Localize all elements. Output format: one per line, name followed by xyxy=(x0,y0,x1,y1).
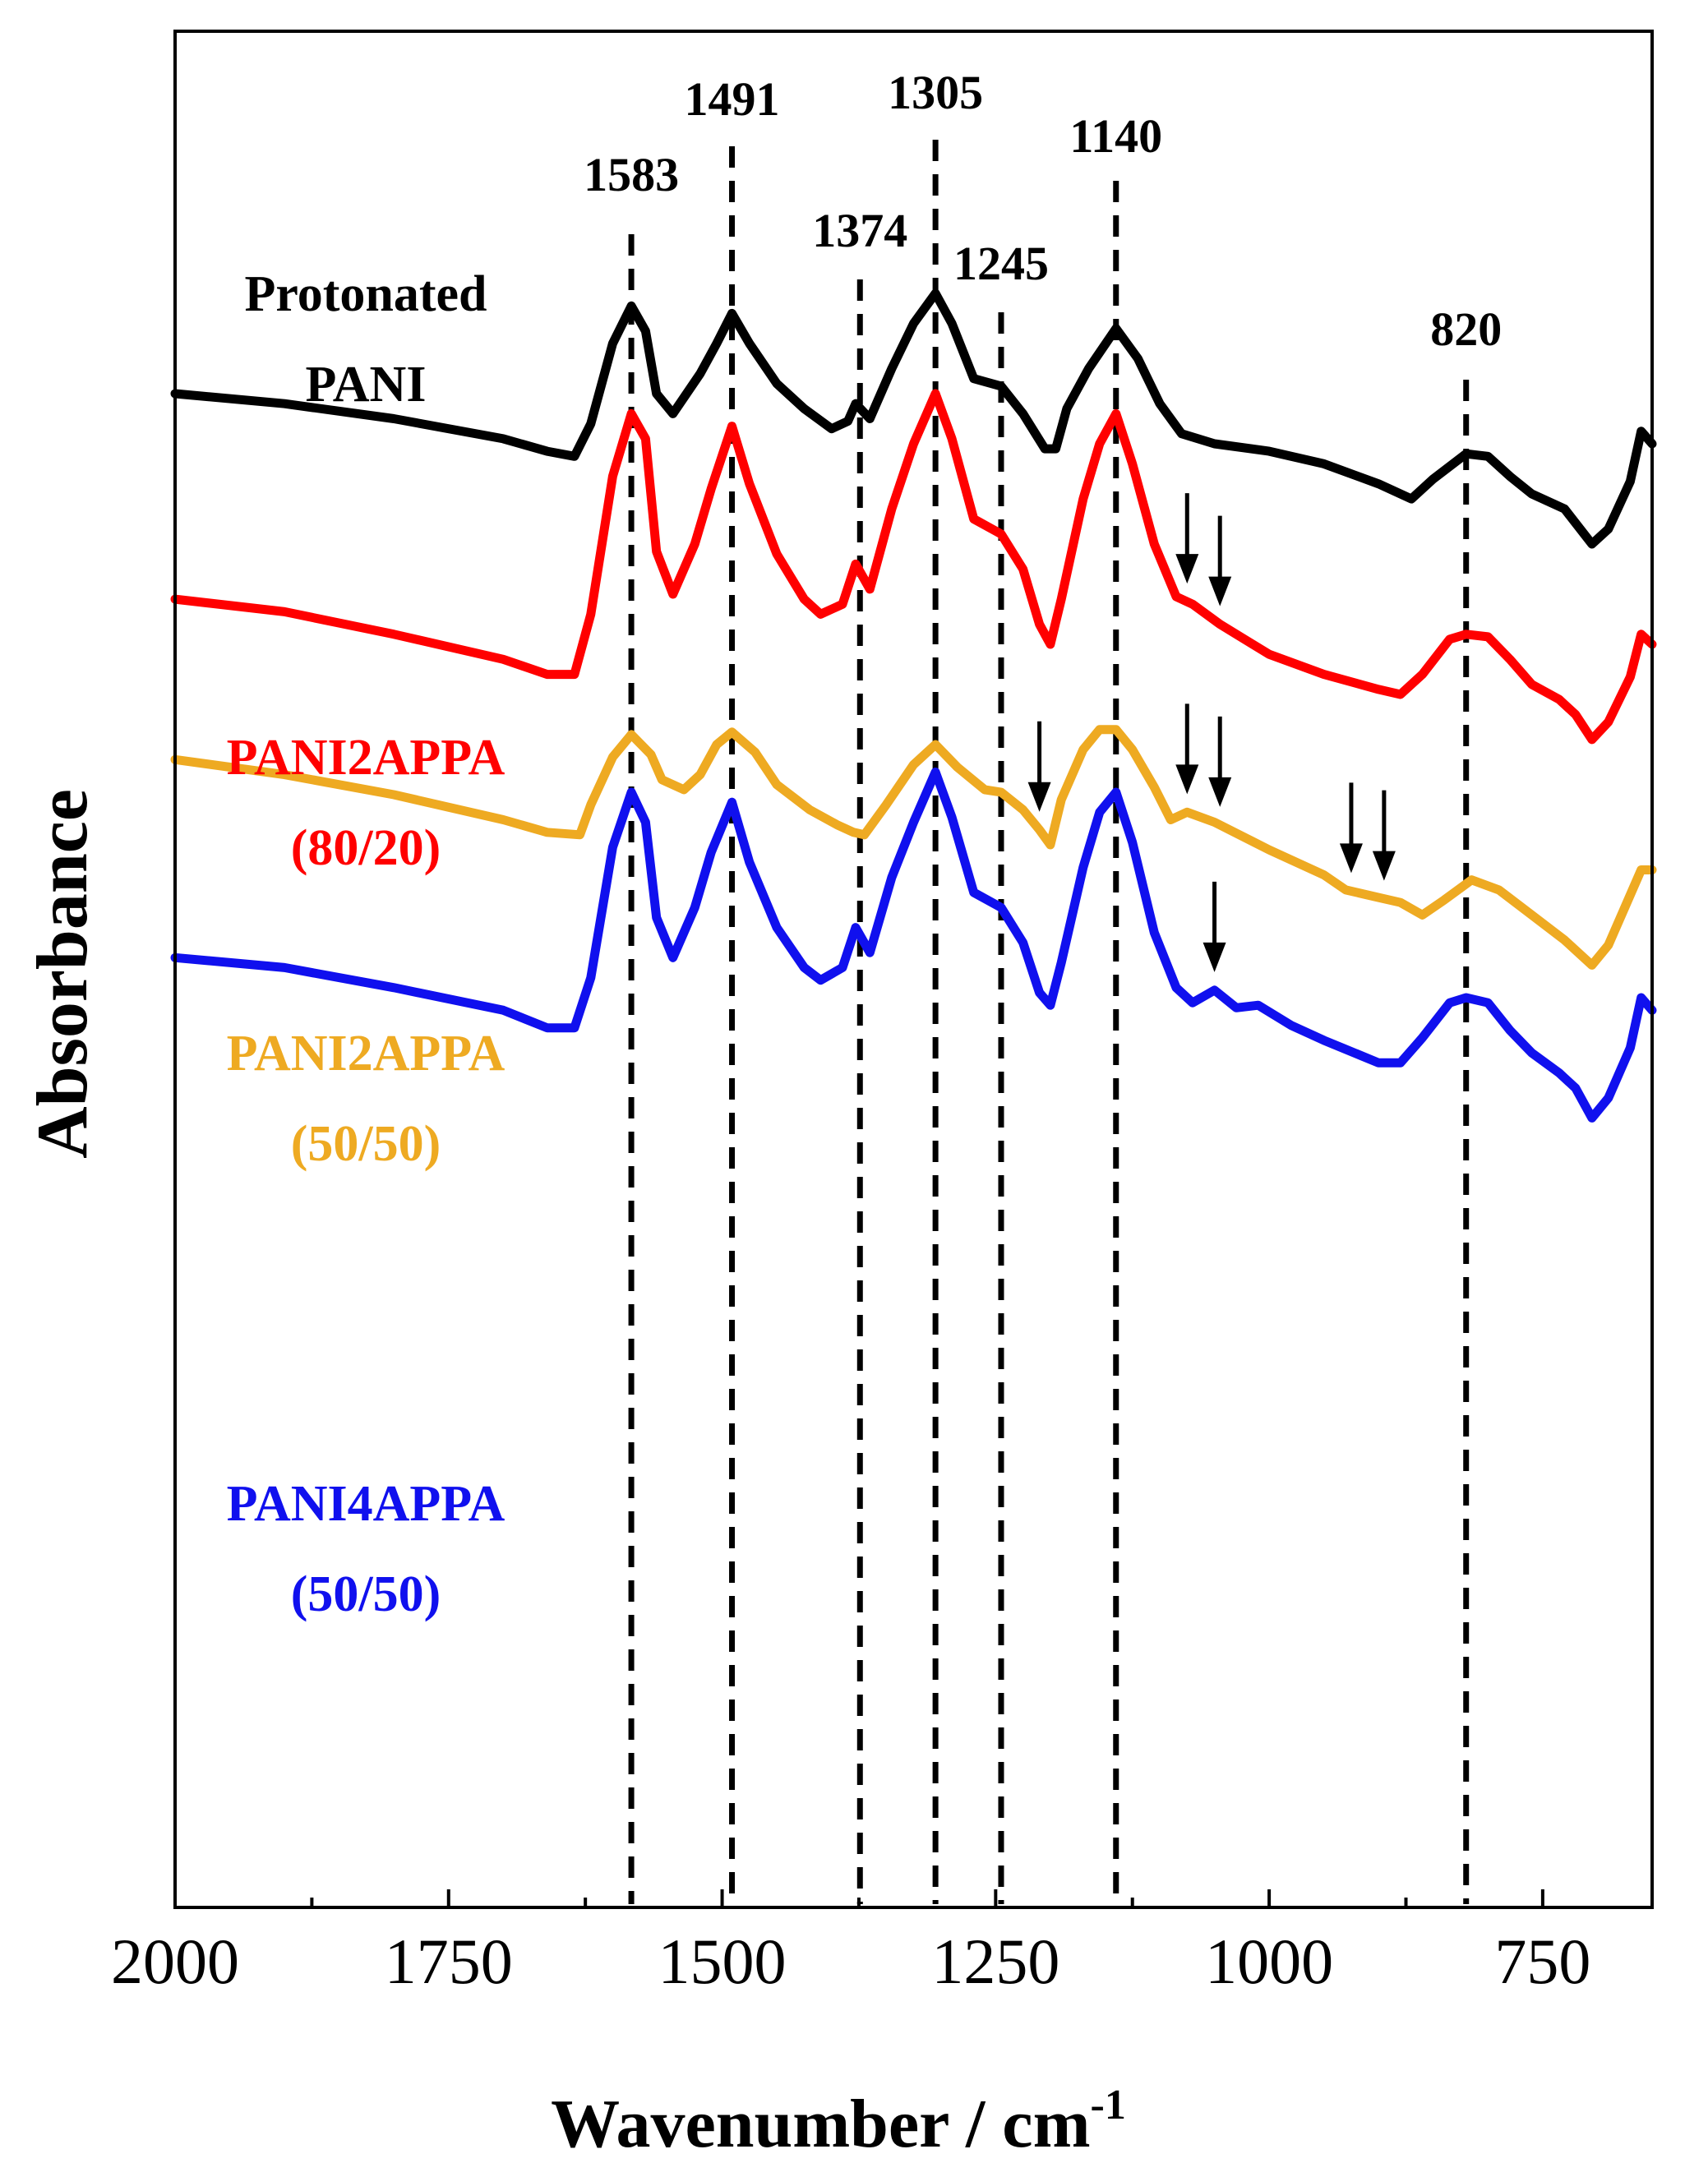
peak-arrow-head xyxy=(1208,777,1232,807)
ref-line-label-1305: 1305 xyxy=(888,66,983,119)
series-line-1 xyxy=(170,288,1657,549)
peak-arrow-head xyxy=(1339,843,1363,874)
peak-arrow-head xyxy=(1372,851,1396,881)
series-label-1-line-1: Protonated xyxy=(244,266,487,322)
series-label-4-line-2: (50/50) xyxy=(291,1566,441,1622)
plot-frame xyxy=(173,30,1654,1909)
y-axis-label: Absorbance xyxy=(23,789,103,1159)
peak-arrow-head xyxy=(1027,782,1051,812)
series-layer xyxy=(170,288,1657,1123)
peak-arrow-head xyxy=(1208,576,1232,606)
peak-arrow-head xyxy=(1175,554,1199,584)
series-label-2-line-1: PANI2APPA xyxy=(227,730,505,786)
ref-line-label-820: 820 xyxy=(1430,302,1502,356)
series-line-4 xyxy=(170,768,1657,1123)
x-tick-label-1250: 1250 xyxy=(931,1925,1059,1997)
x-tick-label-1750: 1750 xyxy=(385,1925,513,1997)
ref-line-label-1140: 1140 xyxy=(1069,109,1162,163)
x-tick-label-1000: 1000 xyxy=(1205,1925,1333,1997)
peak-arrow-head xyxy=(1203,942,1226,972)
x-axis-label-text: Wavenumber / cm xyxy=(551,2086,1090,2162)
x-tick-label-1500: 1500 xyxy=(658,1925,787,1997)
series-label-3-line-2: (50/50) xyxy=(291,1116,441,1172)
series-labels: Protonated PANI PANI2APPA (80/20) PANI2APPA (… xyxy=(227,266,505,1622)
series-label-4-line-1: PANI4APPA xyxy=(227,1476,505,1532)
ref-line-label-1583: 1583 xyxy=(584,148,679,201)
series-label-2-line-2: (80/20) xyxy=(291,820,441,876)
x-tick-label-2000: 2000 xyxy=(111,1925,239,1997)
x-axis-ticks: 2000 1750 1500 1250 1000 750 xyxy=(111,1889,1590,1997)
series-line-2 xyxy=(170,389,1657,745)
x-tick-label-750: 750 xyxy=(1494,1925,1590,1997)
series-label-3-line-1: PANI2APPA xyxy=(227,1026,505,1082)
peak-arrows xyxy=(1027,493,1396,972)
x-axis-label-superscript: -1 xyxy=(1091,2082,1126,2128)
ref-line-label-1491: 1491 xyxy=(685,72,780,126)
series-label-1-line-2: PANI xyxy=(306,357,427,413)
ref-line-label-1245: 1245 xyxy=(953,237,1049,290)
x-axis-label: Wavenumber / cm-1 xyxy=(551,2082,1126,2162)
peak-arrow-head xyxy=(1175,764,1199,795)
ref-line-label-1374: 1374 xyxy=(812,204,907,257)
series-line-3 xyxy=(170,725,1657,970)
